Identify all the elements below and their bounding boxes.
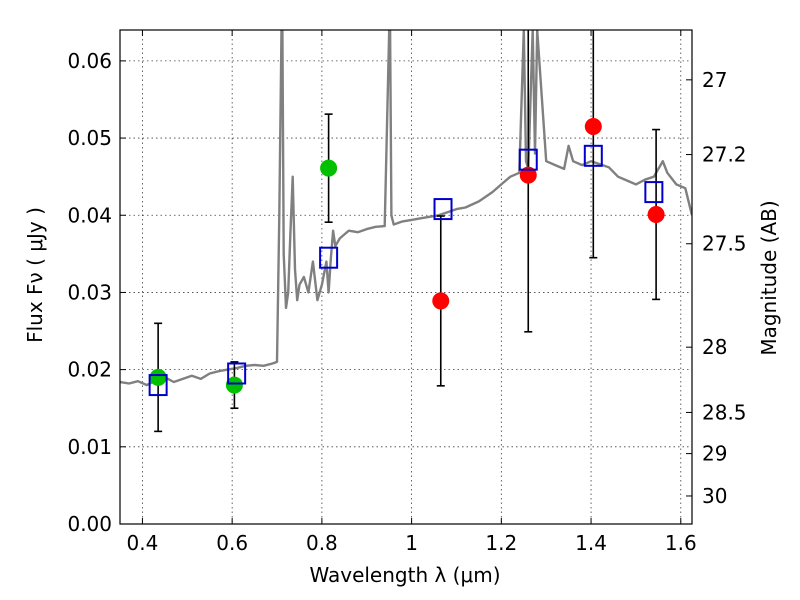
model-point	[433, 198, 453, 221]
x-tick-label: 1.4	[575, 531, 607, 555]
y-right-tick-label: 28	[702, 335, 727, 359]
y-tick-label: 0.05	[67, 126, 112, 150]
data-point	[225, 376, 243, 394]
data-point	[432, 292, 450, 310]
y-right-tick-label: 27.2	[702, 143, 747, 167]
y-tick-label: 0.04	[67, 203, 112, 227]
grid	[120, 30, 692, 525]
y-right-tick-label: 29	[702, 442, 727, 466]
y-tick-label: 0.03	[67, 280, 112, 304]
y-right-tick-label: 30	[702, 484, 727, 508]
y-tick-label: 0.06	[67, 49, 112, 73]
model-point	[518, 148, 538, 171]
y-right-tick-label: 27	[702, 68, 727, 92]
x-tick-label: 0.8	[306, 531, 338, 555]
model-point	[148, 374, 168, 397]
plot-frame	[119, 29, 693, 525]
data-point	[584, 117, 602, 135]
model-point	[644, 181, 664, 204]
model-point	[583, 144, 603, 167]
y-tick-label: 0.00	[67, 512, 112, 536]
y-axis-right-label: Magnitude (AB)	[757, 200, 781, 355]
data-point	[320, 159, 338, 177]
data-point	[647, 205, 665, 223]
y-right-tick-label: 27.5	[702, 232, 747, 256]
photometry-points	[148, 30, 665, 433]
data-point	[149, 368, 167, 386]
x-tick-label: 0.4	[127, 531, 159, 555]
model-point	[319, 246, 339, 269]
data-point	[519, 166, 537, 184]
x-tick-label: 0.6	[216, 531, 248, 555]
y-tick-label: 0.02	[67, 358, 112, 382]
y-tick-label: 0.01	[67, 435, 112, 459]
x-tick-label: 1.2	[485, 531, 517, 555]
model-point	[227, 362, 247, 385]
axis-ticks: 0.4 0.6 0.8 1 1.2 1.4 1.6 0.00 0.01 0.02 0.03 0.04 0…	[67, 30, 747, 555]
x-axis-label: Wavelength λ (μm)	[309, 563, 500, 587]
model-spectrum	[120, 30, 692, 387]
y-axis-label: Flux Fν ( μJy )	[23, 207, 47, 343]
x-tick-label: 1	[405, 531, 418, 555]
y-right-tick-label: 28.5	[702, 400, 747, 424]
spectrum-line	[120, 30, 692, 387]
x-tick-label: 1.6	[665, 531, 697, 555]
